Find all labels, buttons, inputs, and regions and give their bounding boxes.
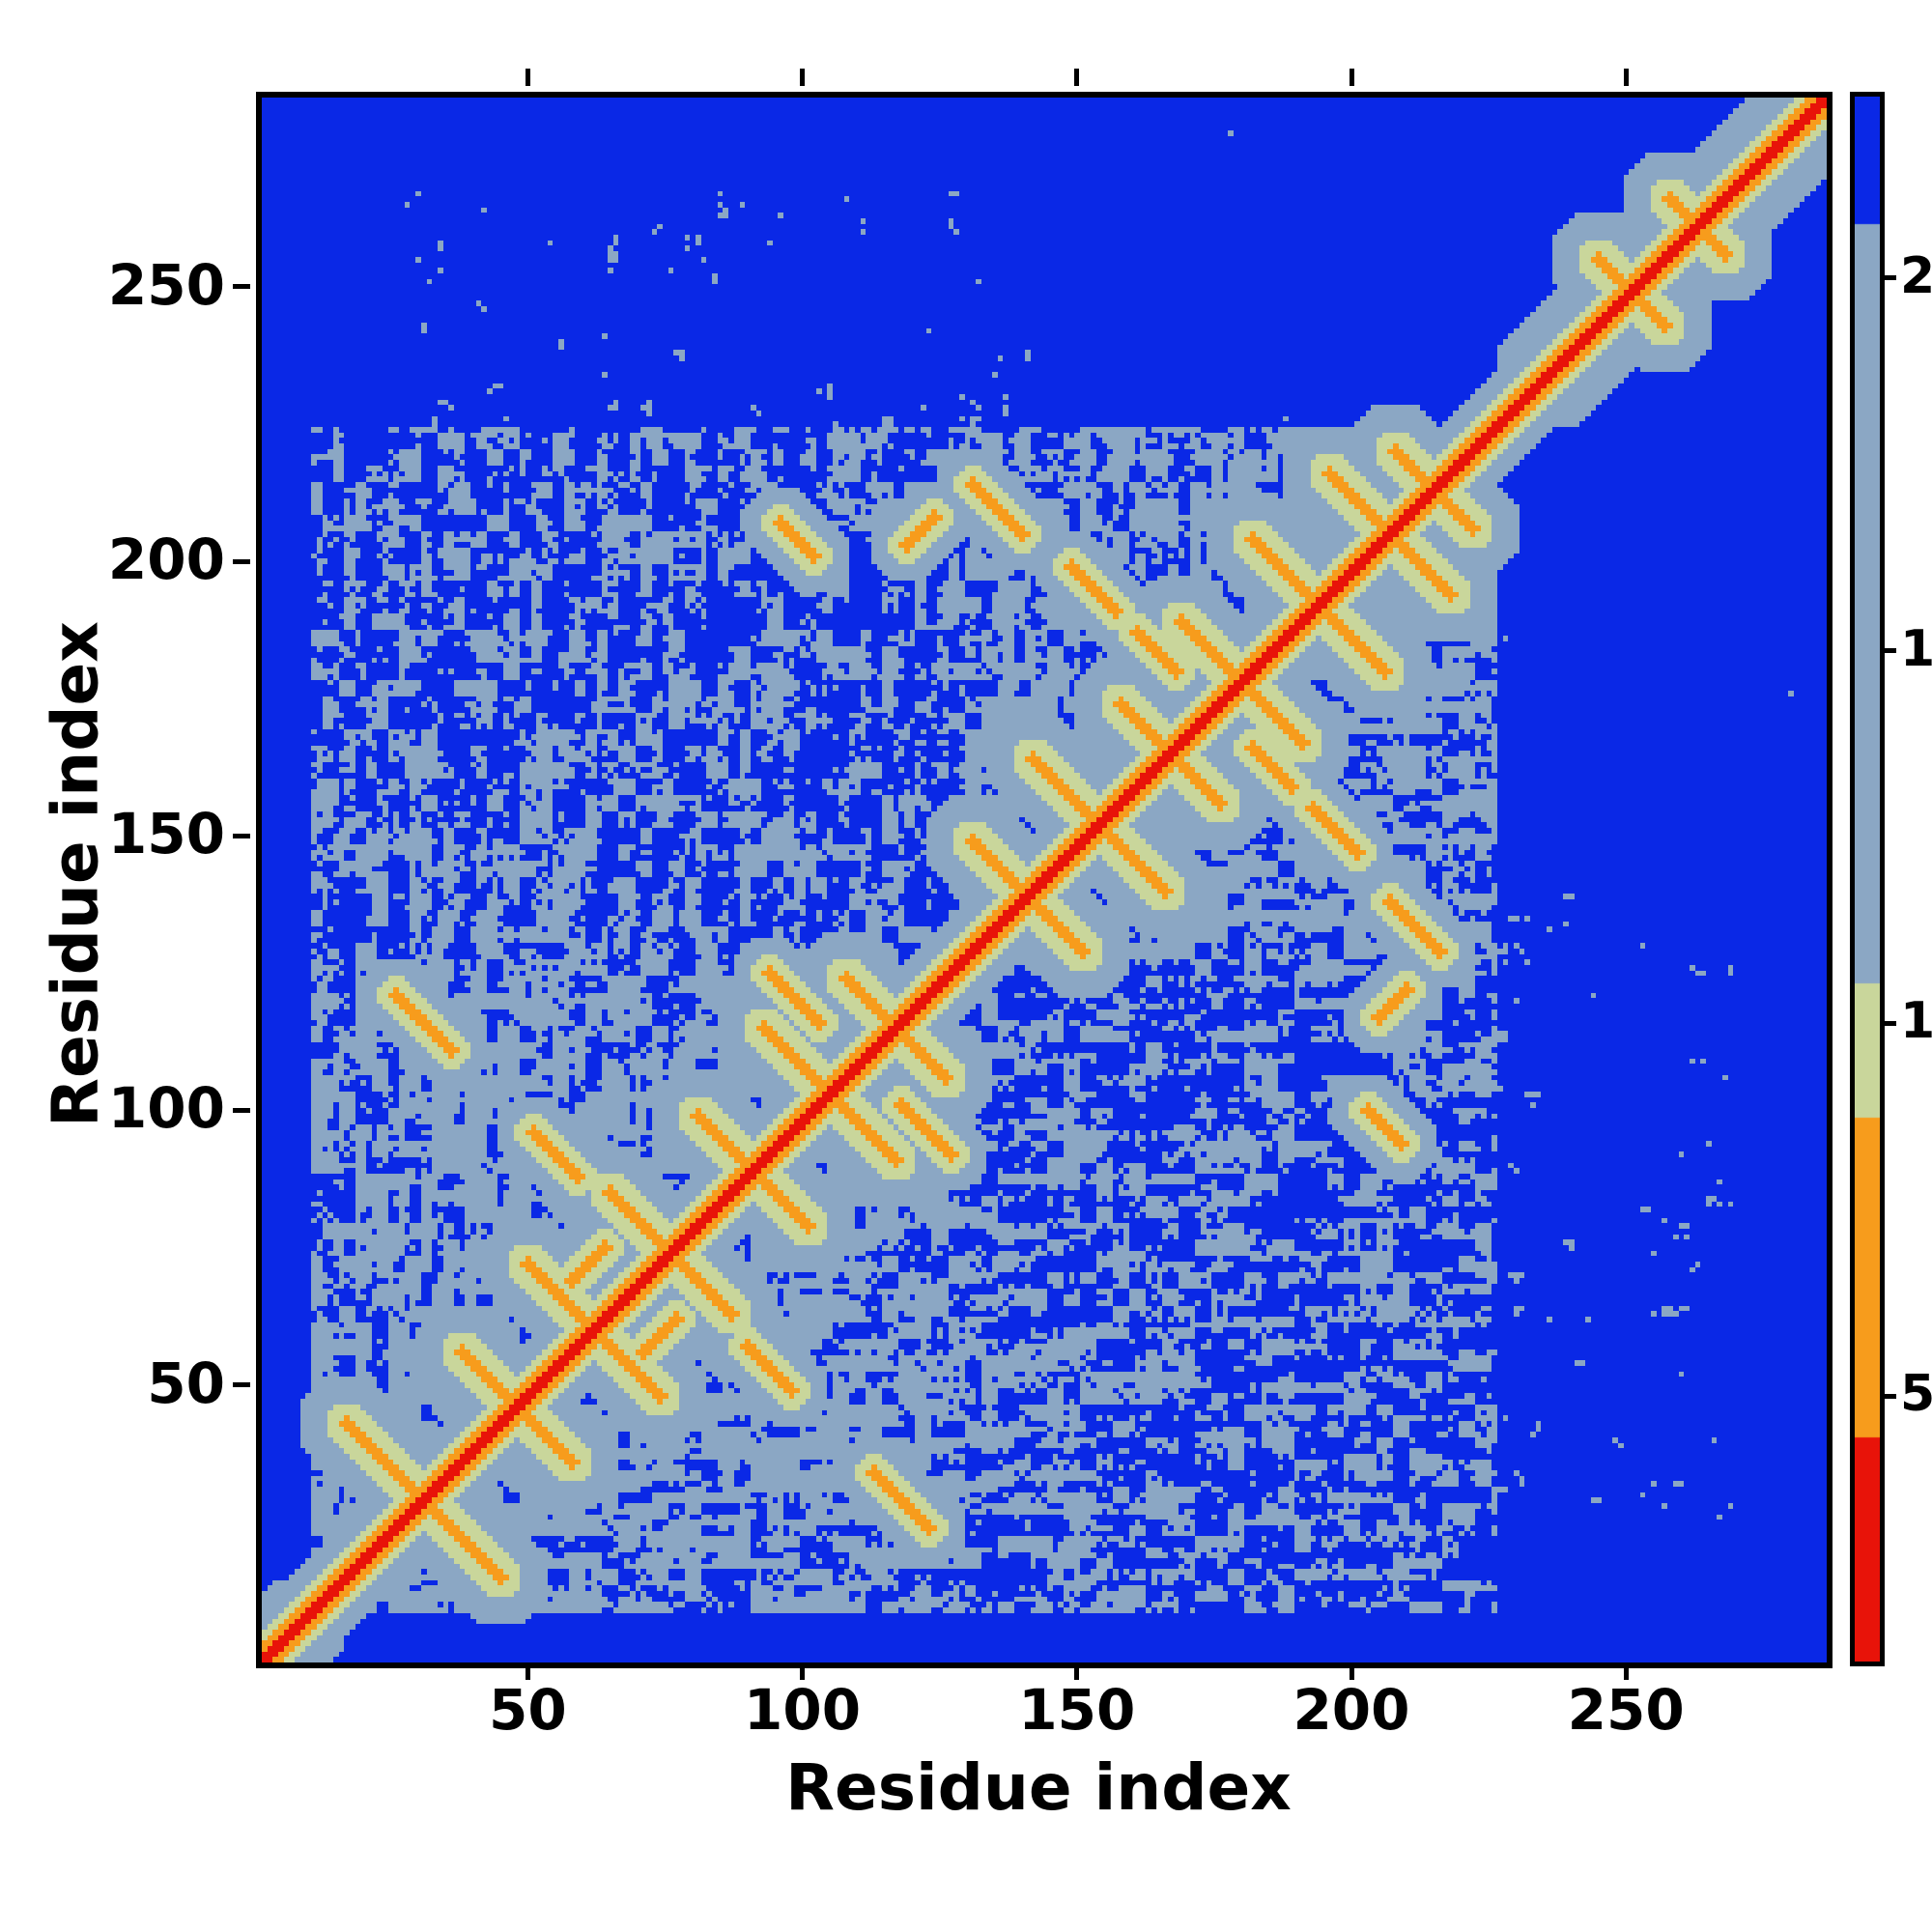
x-tick-label: 200 bbox=[1293, 1677, 1410, 1743]
x-axis-tick-mark bbox=[1349, 1662, 1354, 1680]
y-tick-label: 50 bbox=[147, 1350, 225, 1416]
y-tick-label: 150 bbox=[107, 801, 225, 867]
x-axis-top-tick-mark bbox=[800, 69, 806, 86]
x-axis-tick-mark bbox=[525, 1662, 530, 1680]
y-axis-label: Residue index bbox=[38, 621, 113, 1127]
x-axis-top-tick-mark bbox=[1349, 69, 1354, 86]
colorbar-tick-mark bbox=[1885, 1393, 1896, 1399]
colorbar-tick-label: 10 bbox=[1900, 992, 1932, 1051]
colorbar-tick-label: 20 bbox=[1900, 246, 1932, 305]
x-tick-label: 150 bbox=[1018, 1677, 1136, 1743]
y-axis-tick-mark bbox=[233, 558, 250, 564]
x-axis-label: Residue index bbox=[785, 1750, 1292, 1825]
x-axis-top-tick-mark bbox=[525, 69, 530, 86]
y-axis-tick-mark bbox=[233, 284, 250, 290]
colorbar-tick-label: 15 bbox=[1900, 619, 1932, 678]
colorbar-canvas bbox=[1850, 92, 1885, 1666]
y-axis-tick-mark bbox=[233, 1382, 250, 1388]
y-axis-tick-mark bbox=[233, 833, 250, 838]
x-axis-top-tick-mark bbox=[1623, 69, 1629, 86]
colorbar-tick-mark bbox=[1885, 648, 1896, 654]
x-axis-top-tick-mark bbox=[1074, 69, 1080, 86]
colorbar-tick-mark bbox=[1885, 275, 1896, 281]
colorbar-tick-mark bbox=[1885, 1020, 1896, 1026]
y-tick-label: 250 bbox=[107, 251, 225, 318]
heatmap-canvas bbox=[256, 92, 1833, 1668]
x-tick-label: 250 bbox=[1567, 1677, 1685, 1743]
x-axis-tick-mark bbox=[800, 1662, 806, 1680]
x-axis-tick-mark bbox=[1074, 1662, 1080, 1680]
y-tick-label: 200 bbox=[107, 526, 225, 592]
x-axis-tick-mark bbox=[1623, 1662, 1629, 1680]
y-tick-label: 100 bbox=[107, 1075, 225, 1142]
x-tick-label: 50 bbox=[489, 1677, 567, 1743]
colorbar-tick-label: 5 bbox=[1900, 1365, 1932, 1423]
y-axis-tick-mark bbox=[233, 1107, 250, 1113]
x-tick-label: 100 bbox=[744, 1677, 862, 1743]
